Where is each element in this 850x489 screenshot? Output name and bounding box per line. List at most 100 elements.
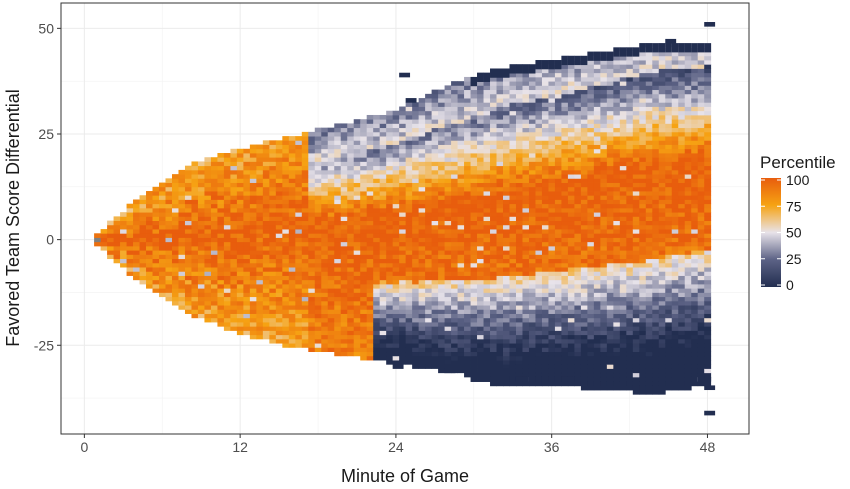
heatmap-cell: [490, 250, 497, 255]
heatmap-cell: [353, 233, 361, 238]
heatmap-cell: [431, 102, 439, 107]
heatmap-cell: [457, 98, 465, 103]
heatmap-cell: [431, 288, 439, 293]
heatmap-cell: [236, 326, 244, 331]
heatmap-cell: [522, 106, 530, 112]
heatmap-cell: [288, 317, 296, 323]
heatmap-cell: [399, 220, 407, 226]
heatmap-cell: [308, 262, 316, 268]
heatmap-cell: [230, 317, 238, 323]
heatmap-cell: [340, 326, 348, 331]
heatmap-cell: [275, 224, 283, 230]
heatmap-cell: [515, 64, 523, 74]
heatmap-cell: [249, 288, 257, 293]
heatmap-cell: [314, 347, 322, 353]
heatmap-cell: [632, 64, 640, 69]
heatmap-cell: [535, 98, 543, 103]
heatmap-cell: [223, 195, 231, 200]
heatmap-cell: [366, 300, 374, 306]
heatmap-cell: [457, 283, 465, 289]
heatmap-cell: [379, 305, 387, 310]
heatmap-cell: [249, 309, 257, 314]
heatmap-cell: [269, 186, 277, 192]
heatmap-cell: [159, 216, 166, 222]
heatmap-cell: [490, 326, 497, 331]
heatmap-cell: [522, 119, 530, 124]
heatmap-cell: [171, 241, 179, 247]
heatmap-cell: [204, 212, 212, 217]
heatmap-cell: [613, 178, 621, 183]
heatmap-cell: [399, 254, 407, 260]
heatmap-cell: [249, 241, 257, 247]
heatmap-cell: [639, 275, 647, 281]
heatmap-cell: [554, 165, 562, 171]
heatmap-cell: [139, 237, 147, 243]
heatmap-cell: [613, 102, 621, 107]
heatmap-cell: [580, 72, 588, 78]
heatmap-cell: [515, 254, 523, 260]
heatmap-cell: [496, 165, 504, 171]
heatmap-cell: [606, 376, 614, 382]
heatmap-cell: [606, 262, 614, 268]
heatmap-cell: [191, 305, 199, 310]
heatmap-cell: [444, 220, 452, 226]
heatmap-cell: [399, 283, 407, 289]
heatmap-cell: [600, 330, 608, 336]
heatmap-cell: [477, 292, 484, 298]
heatmap-cell: [639, 330, 647, 336]
heatmap-cell: [165, 186, 173, 192]
heatmap-cell: [477, 119, 484, 124]
heatmap-cell: [438, 224, 445, 230]
heatmap-cell: [535, 313, 543, 319]
heatmap-cell: [503, 305, 510, 310]
heatmap-cell: [483, 182, 491, 188]
heatmap-cell: [347, 254, 355, 260]
heatmap-cell: [165, 182, 173, 188]
heatmap-cell: [353, 254, 361, 260]
heatmap-cell: [165, 224, 173, 230]
heatmap-cell: [470, 110, 478, 116]
heatmap-cell: [632, 224, 640, 230]
heatmap-cell: [490, 178, 497, 183]
heatmap-cell: [554, 360, 562, 365]
heatmap-cell: [554, 229, 562, 234]
heatmap-cell: [593, 338, 601, 344]
heatmap-cell: [146, 216, 153, 222]
heatmap-cell: [567, 326, 575, 331]
heatmap-cell: [159, 233, 166, 238]
heatmap-cell: [392, 157, 400, 162]
heatmap-cell: [431, 347, 439, 353]
heatmap-cell: [191, 174, 199, 179]
heatmap-cell: [146, 241, 153, 247]
heatmap-cell: [425, 224, 433, 230]
heatmap-cell: [561, 355, 569, 361]
heatmap-cell: [522, 372, 530, 378]
heatmap-cell: [567, 245, 575, 251]
heatmap-cell: [503, 174, 510, 179]
heatmap-cell: [503, 330, 510, 336]
heatmap-cell: [334, 216, 342, 222]
heatmap-cell: [197, 165, 205, 171]
heatmap-cell: [567, 343, 575, 348]
heatmap-cell: [321, 288, 329, 293]
heatmap-cell: [477, 110, 484, 116]
heatmap-cell: [613, 376, 621, 382]
heatmap-cell: [522, 148, 530, 154]
heatmap-cell: [477, 250, 484, 255]
heatmap-cell: [593, 153, 601, 158]
heatmap-cell: [386, 224, 394, 230]
heatmap-cell: [197, 254, 205, 260]
heatmap-cell: [236, 300, 244, 306]
heatmap-cell: [178, 169, 186, 175]
heatmap-cell: [113, 237, 121, 243]
heatmap-cell: [652, 233, 660, 238]
heatmap-cell: [639, 144, 647, 150]
heatmap-cell: [606, 372, 614, 378]
heatmap-cell: [496, 81, 504, 86]
heatmap-cell: [613, 241, 621, 247]
heatmap-cell: [204, 258, 212, 264]
heatmap-cell: [593, 254, 601, 260]
heatmap-cell: [535, 258, 543, 264]
heatmap-cell: [509, 207, 517, 213]
heatmap-cell: [444, 98, 452, 103]
